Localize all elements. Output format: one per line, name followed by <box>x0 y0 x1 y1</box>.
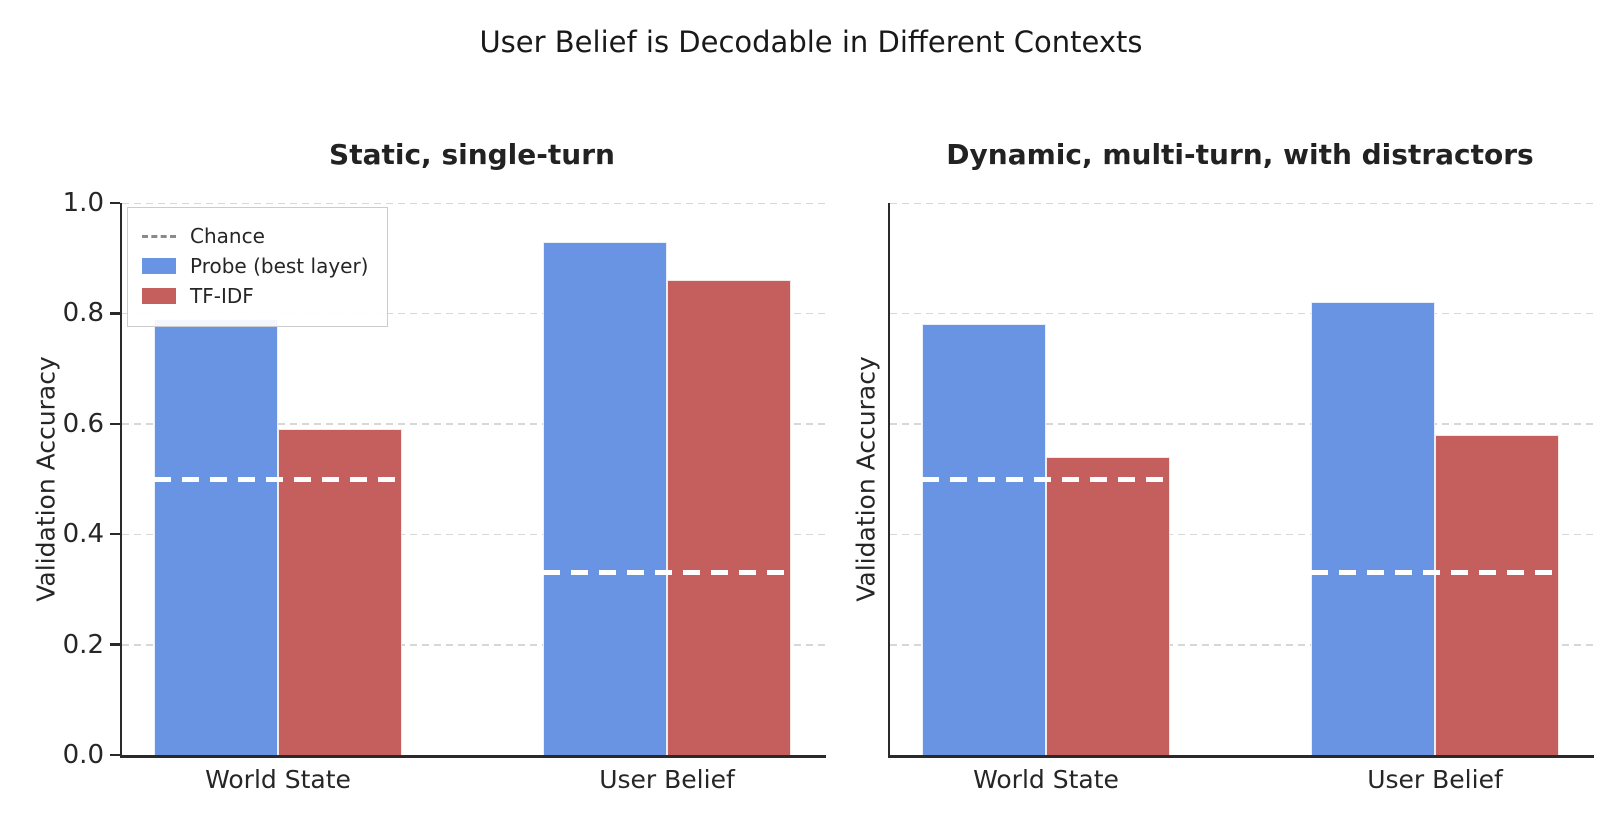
x-tick-label: World State <box>973 765 1119 794</box>
probe-bar <box>922 324 1046 755</box>
y-gridline <box>122 312 826 315</box>
y-gridline <box>122 202 826 204</box>
chance-dashed-line-swatch <box>142 234 176 238</box>
y-gridline <box>890 644 1594 646</box>
chance-line <box>154 476 402 482</box>
probe-bar <box>154 318 278 755</box>
y-tick-label: 0.0 <box>62 740 104 770</box>
y-axis-label: Validation Accuracy <box>31 356 61 602</box>
legend: Chance Probe (best layer) TF-IDF <box>127 207 388 327</box>
y-tick-mark <box>110 643 120 646</box>
y-tick-mark <box>110 532 120 536</box>
tfidf-bar <box>278 429 402 755</box>
y-tick-label: 0.6 <box>62 408 104 439</box>
y-tick-mark <box>110 422 120 426</box>
y-gridline <box>890 533 1594 536</box>
y-gridline <box>122 644 826 646</box>
legend-item-tfidf: TF-IDF <box>142 284 369 308</box>
y-gridline <box>890 423 1594 425</box>
y-gridline <box>890 312 1594 315</box>
figure-title: User Belief is Decodable in Different Co… <box>479 25 1143 59</box>
plot-area-dynamic: Validation Accuracy World State User Beli… <box>852 202 1594 794</box>
tfidf-bar <box>1435 434 1559 755</box>
legend-label: TF-IDF <box>190 284 254 308</box>
tfidf-bar <box>1046 456 1170 755</box>
subplot-title-dynamic: Dynamic, multi-turn, with distractors <box>946 138 1534 171</box>
tfidf-bar <box>667 280 791 755</box>
y-tick-mark <box>110 201 120 205</box>
y-tick-label: 0.2 <box>62 629 104 660</box>
legend-label: Chance <box>190 224 265 248</box>
subplot-title-static: Static, single-turn <box>329 138 615 171</box>
chance-line <box>543 570 791 576</box>
chance-line <box>1311 570 1559 576</box>
legend-label: Probe (best layer) <box>190 254 369 278</box>
y-gridline <box>890 202 1594 204</box>
y-gridline <box>122 423 826 425</box>
x-tick-label: User Belief <box>599 765 735 794</box>
y-tick-label: 0.4 <box>62 519 104 550</box>
y-gridline <box>122 533 826 536</box>
y-axis-label: Validation Accuracy <box>851 356 881 602</box>
probe-color-swatch <box>142 258 176 274</box>
tfidf-color-swatch <box>142 288 176 304</box>
x-tick-label: User Belief <box>1367 765 1503 794</box>
y-tick-label: 1.0 <box>62 188 104 218</box>
y-tick-label: 0.8 <box>62 298 104 329</box>
legend-item-chance: Chance <box>142 224 369 248</box>
probe-bar <box>543 241 667 755</box>
probe-bar <box>1311 302 1435 755</box>
y-tick-mark <box>110 753 120 757</box>
chance-line <box>922 476 1170 482</box>
plot-area-static: Validation Accuracy Chance Probe (best l… <box>32 190 826 794</box>
y-tick-mark <box>110 312 120 315</box>
x-tick-label: World State <box>205 765 351 794</box>
legend-item-probe: Probe (best layer) <box>142 254 369 278</box>
